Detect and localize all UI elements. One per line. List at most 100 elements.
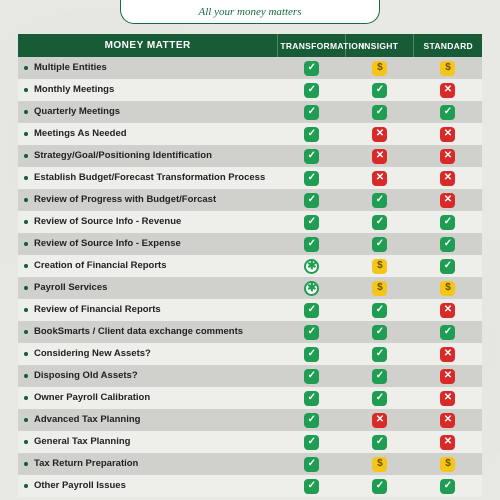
- status-cell: ✓: [278, 211, 346, 233]
- check-icon: ✓: [304, 391, 319, 406]
- table-row: Quarterly Meetings✓✓✓: [18, 101, 482, 123]
- feature-label: General Tax Planning: [34, 436, 130, 447]
- bullet-icon: [24, 198, 28, 202]
- x-icon: ✕: [372, 127, 387, 142]
- status-cell: ✓: [278, 79, 346, 101]
- bullet-icon: [24, 220, 28, 224]
- check-icon: ✓: [304, 61, 319, 76]
- feature-cell: General Tax Planning: [18, 431, 278, 453]
- status-cell: ✕: [414, 387, 482, 409]
- feature-label: Monthly Meetings: [34, 84, 114, 95]
- feature-label: Creation of Financial Reports: [34, 260, 167, 271]
- feature-label: Multiple Entities: [34, 62, 107, 73]
- status-cell: ✓: [278, 343, 346, 365]
- status-cell: ✓: [346, 387, 414, 409]
- bullet-icon: [24, 330, 28, 334]
- status-cell: ✓: [278, 365, 346, 387]
- col-header-standard: STANDARD: [414, 34, 482, 57]
- table-row: Creation of Financial Reports✱$✓: [18, 255, 482, 277]
- x-icon: ✕: [440, 127, 455, 142]
- table-row: Strategy/Goal/Positioning Identification…: [18, 145, 482, 167]
- feature-label: Review of Financial Reports: [34, 304, 161, 315]
- check-icon: ✓: [304, 215, 319, 230]
- feature-cell: Owner Payroll Calibration: [18, 387, 278, 409]
- status-cell: ✓: [346, 343, 414, 365]
- bullet-icon: [24, 352, 28, 356]
- check-icon: ✓: [304, 347, 319, 362]
- check-icon: ✓: [440, 479, 455, 494]
- status-cell: ✓: [346, 233, 414, 255]
- x-icon: ✕: [440, 171, 455, 186]
- status-cell: ✓: [346, 321, 414, 343]
- bullet-icon: [24, 242, 28, 246]
- table-row: Advanced Tax Planning✓✕✕: [18, 409, 482, 431]
- status-cell: $: [346, 57, 414, 79]
- x-icon: ✕: [372, 171, 387, 186]
- x-icon: ✕: [440, 303, 455, 318]
- tagline-text: All your money matters: [199, 6, 302, 18]
- bullet-icon: [24, 462, 28, 466]
- bullet-icon: [24, 374, 28, 378]
- table-row: Multiple Entities✓$$: [18, 57, 482, 79]
- bullet-icon: [24, 66, 28, 70]
- status-cell: $: [346, 277, 414, 299]
- table-row: Considering New Assets?✓✓✕: [18, 343, 482, 365]
- check-icon: ✓: [372, 303, 387, 318]
- bullet-icon: [24, 418, 28, 422]
- status-cell: ✕: [346, 167, 414, 189]
- bullet-icon: [24, 88, 28, 92]
- check-icon: ✓: [372, 391, 387, 406]
- feature-label: Other Payroll Issues: [34, 480, 126, 491]
- col-header-feature: MONEY MATTER: [18, 34, 278, 57]
- status-cell: ✓: [346, 211, 414, 233]
- check-icon: ✓: [372, 369, 387, 384]
- status-cell: ✓: [278, 431, 346, 453]
- bullet-icon: [24, 308, 28, 312]
- table-row: Other Payroll Issues✓✓✓: [18, 475, 482, 497]
- table-row: Meetings As Needed✓✕✕: [18, 123, 482, 145]
- check-icon: ✓: [304, 457, 319, 472]
- feature-label: Tax Return Preparation: [34, 458, 138, 469]
- status-cell: ✱: [278, 277, 346, 299]
- check-icon: ✓: [304, 303, 319, 318]
- feature-label: BookSmarts / Client data exchange commen…: [34, 326, 243, 337]
- x-icon: ✕: [440, 391, 455, 406]
- status-cell: ✕: [414, 123, 482, 145]
- dollar-icon: $: [440, 457, 455, 472]
- feature-cell: Advanced Tax Planning: [18, 409, 278, 431]
- x-icon: ✕: [372, 149, 387, 164]
- check-icon: ✓: [372, 237, 387, 252]
- status-cell: ✓: [346, 299, 414, 321]
- star-icon: ✱: [304, 281, 319, 296]
- bullet-icon: [24, 440, 28, 444]
- table-row: Review of Progress with Budget/Forcast✓✓…: [18, 189, 482, 211]
- status-cell: ✓: [278, 57, 346, 79]
- bullet-icon: [24, 264, 28, 268]
- status-cell: ✓: [278, 233, 346, 255]
- feature-cell: Multiple Entities: [18, 57, 278, 79]
- feature-cell: Other Payroll Issues: [18, 475, 278, 497]
- status-cell: ✓: [414, 475, 482, 497]
- status-cell: ✓: [278, 475, 346, 497]
- table-row: Payroll Services✱$$: [18, 277, 482, 299]
- comparison-table: MONEY MATTER TRANSFORMATION INSIGHT STAN…: [18, 34, 482, 497]
- status-cell: ✓: [414, 321, 482, 343]
- check-icon: ✓: [440, 237, 455, 252]
- status-cell: ✱: [278, 255, 346, 277]
- status-cell: ✕: [346, 123, 414, 145]
- comparison-page: All your money matters MONEY MATTER TRAN…: [0, 0, 500, 497]
- bullet-icon: [24, 176, 28, 180]
- table-row: Owner Payroll Calibration ✓ ✓ ✕: [18, 387, 482, 409]
- check-icon: ✓: [440, 259, 455, 274]
- feature-cell: Meetings As Needed: [18, 123, 278, 145]
- check-icon: ✓: [304, 237, 319, 252]
- feature-label: Meetings As Needed: [34, 128, 127, 139]
- feature-label: Review of Progress with Budget/Forcast: [34, 194, 216, 205]
- feature-cell: BookSmarts / Client data exchange commen…: [18, 321, 278, 343]
- status-cell: ✓: [346, 79, 414, 101]
- check-icon: ✓: [372, 193, 387, 208]
- status-cell: ✕: [414, 343, 482, 365]
- dollar-icon: $: [372, 281, 387, 296]
- status-cell: ✓: [278, 321, 346, 343]
- check-icon: ✓: [440, 105, 455, 120]
